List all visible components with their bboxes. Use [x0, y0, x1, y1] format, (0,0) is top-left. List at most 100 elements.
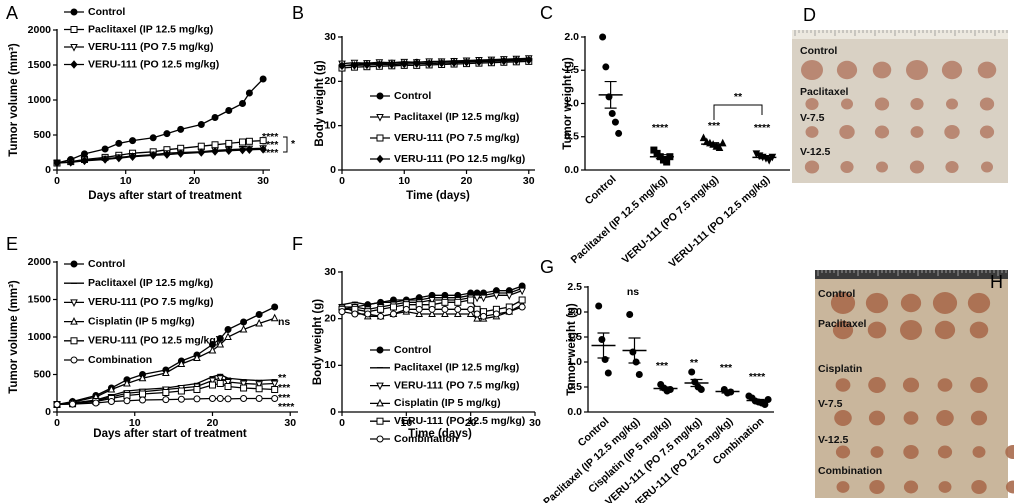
data-point [259, 145, 267, 154]
error-bar [655, 154, 668, 160]
data-point [67, 158, 75, 167]
photo-label: Control [800, 45, 837, 57]
tumor [1005, 480, 1014, 494]
y-tick-label: 0 [45, 406, 51, 418]
tumor [874, 125, 890, 139]
y-tick-label: 2.0 [564, 31, 579, 43]
data-point [697, 386, 705, 393]
legend-marker [70, 260, 78, 268]
significance-label: ** [690, 357, 699, 369]
series-line [341, 287, 523, 306]
data-point [480, 312, 488, 320]
significance-label: **** [749, 371, 766, 383]
y-axis-label: Tumor weight (g) [566, 303, 578, 396]
data-point [437, 58, 446, 68]
x-tick-label: 10 [400, 417, 412, 429]
error-bar [721, 389, 734, 394]
data-point [193, 395, 201, 403]
data-point [608, 109, 616, 117]
data-point [208, 377, 217, 386]
data-point [487, 57, 496, 66]
significance-label: **** [278, 401, 295, 413]
data-point [177, 149, 185, 158]
legend-marker [376, 114, 384, 122]
series-line [341, 60, 529, 69]
photo-label: Paclitaxel [800, 86, 849, 98]
legend-marker [376, 417, 384, 425]
data-point [525, 55, 533, 65]
legend-marker [376, 346, 384, 354]
data-point [450, 58, 458, 67]
data-point [255, 311, 263, 318]
data-point [402, 305, 410, 313]
tumor [971, 480, 987, 494]
series-line [342, 299, 523, 313]
data-point [400, 59, 408, 69]
tumor [869, 480, 885, 494]
x-tick-label: 20 [207, 417, 219, 429]
tumor [830, 292, 856, 314]
data-point [761, 401, 769, 408]
y-tick-label: 1500 [28, 59, 52, 71]
data-point [715, 143, 724, 152]
data-point [216, 375, 225, 383]
data-point [764, 396, 772, 403]
data-point [163, 130, 171, 138]
data-point [415, 309, 424, 317]
legend-marker [70, 60, 78, 69]
tumor [835, 445, 851, 459]
legend-label: Paclitaxel (IP 12.5 mg/kg) [88, 23, 213, 35]
data-point [162, 396, 170, 404]
data-point [604, 369, 612, 377]
error-bar [690, 378, 703, 388]
data-point [270, 313, 279, 322]
data-point [80, 156, 89, 166]
data-point [139, 390, 147, 398]
data-point [216, 395, 224, 402]
data-point [473, 310, 481, 318]
significance-label: **** [754, 122, 771, 134]
data-point [245, 137, 253, 145]
y-tick-label: 2.0 [567, 306, 582, 318]
data-point [505, 292, 514, 300]
tumor [900, 293, 922, 313]
tumor [970, 410, 988, 426]
data-point [69, 400, 77, 408]
data-point [197, 148, 205, 157]
data-point [255, 385, 263, 393]
tumor [937, 378, 953, 392]
tumor [944, 125, 960, 139]
data-point [615, 129, 623, 137]
data-point [162, 368, 170, 376]
x-tick-label: 20 [189, 175, 201, 187]
tumor [945, 98, 959, 110]
series-line [341, 59, 529, 67]
x-tick-label: 30 [529, 417, 541, 429]
tumor [868, 377, 886, 393]
data-point [364, 310, 372, 318]
data-point [138, 373, 147, 382]
legend-label: Combination [394, 433, 458, 445]
data-point [123, 378, 131, 387]
legend-marker [70, 337, 78, 345]
data-point [415, 305, 423, 313]
y-tick-label: 10 [324, 119, 336, 131]
tumor [910, 126, 924, 138]
tumor [801, 60, 823, 80]
data-point [128, 152, 137, 161]
y-axis-label: Tumor volume (mm³) [8, 280, 20, 394]
panel-label: F [292, 234, 303, 254]
data-point [271, 395, 279, 402]
data-point [115, 153, 123, 163]
data-point [255, 318, 263, 327]
significance-label: *** [656, 360, 669, 372]
error-bar [659, 386, 672, 391]
tumor [840, 98, 854, 110]
data-point [224, 379, 232, 387]
data-point [388, 60, 396, 69]
legend-label: Control [394, 90, 431, 102]
significance-label: ns [278, 316, 290, 328]
data-point [211, 147, 219, 156]
data-point [363, 60, 371, 70]
